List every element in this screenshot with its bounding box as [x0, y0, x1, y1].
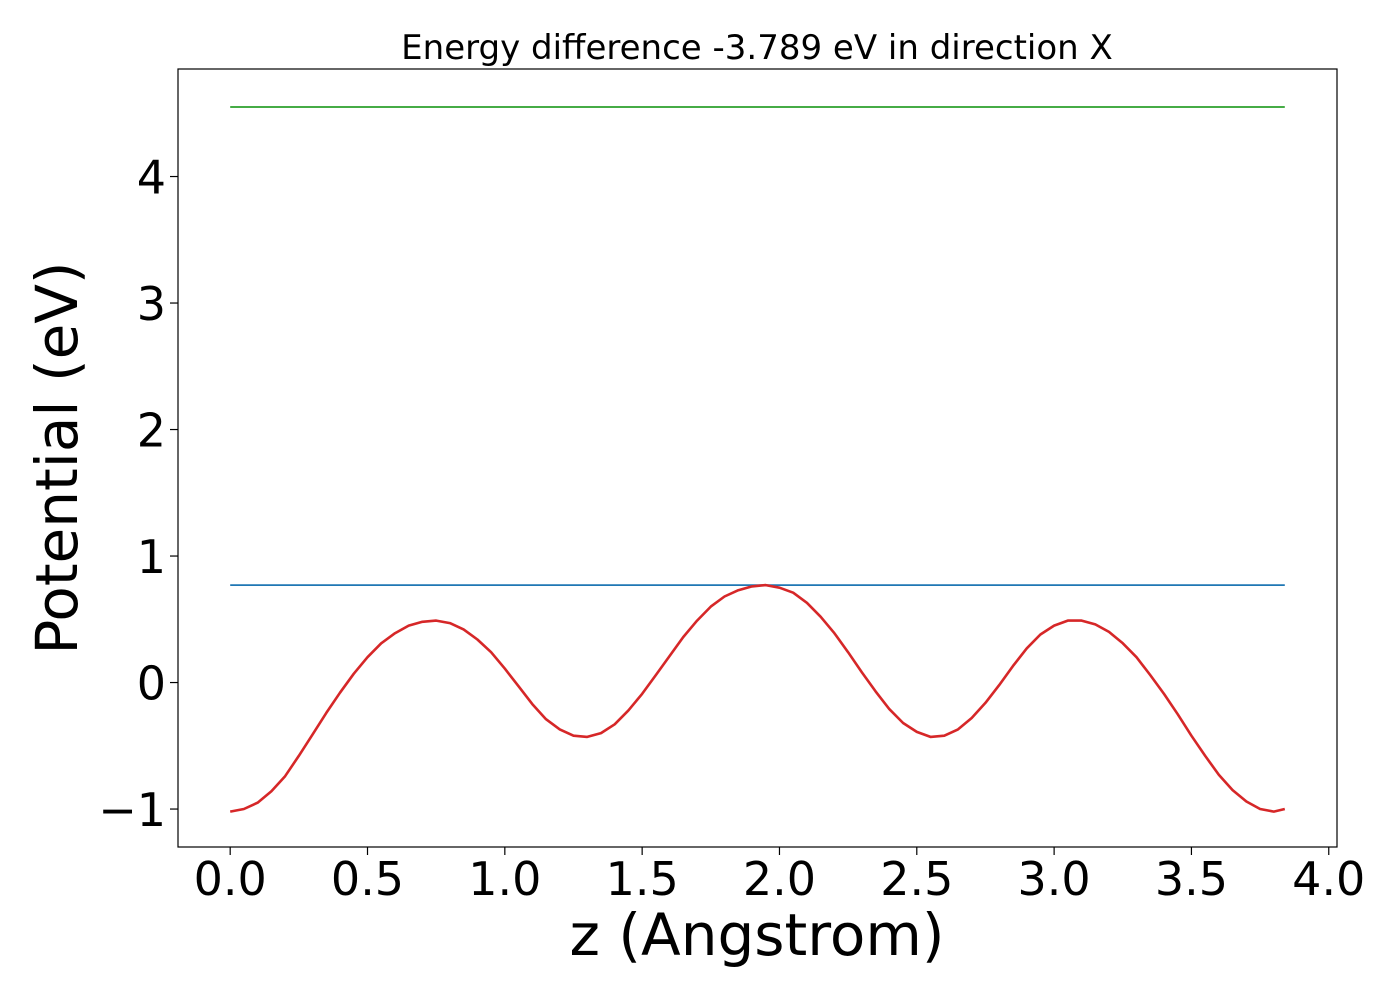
y-tick-label: 1 — [137, 530, 166, 584]
x-tick-label: 0.5 — [331, 852, 404, 906]
x-tick-label: 1.5 — [606, 852, 679, 906]
x-tick-label: 4.0 — [1292, 852, 1365, 906]
x-axis-ticks: 0.0 0.5 1.0 1.5 2.0 2.5 3.0 3.5 4.0 — [194, 847, 1365, 906]
y-tick-label: −1 — [98, 783, 166, 837]
y-axis-label: Potential (eV) — [23, 261, 91, 654]
y-tick-label: 2 — [137, 404, 166, 458]
x-tick-label: 1.0 — [468, 852, 541, 906]
chart-title: Energy difference -3.789 eV in direction… — [401, 28, 1113, 68]
y-tick-label: 0 — [137, 657, 166, 711]
x-tick-label: 3.0 — [1018, 852, 1091, 906]
series-line-2 — [229, 583, 1286, 813]
x-tick-label: 0.0 — [194, 852, 267, 906]
y-tick-label: 3 — [137, 277, 166, 331]
plot-frame — [177, 68, 1338, 848]
x-tick-label: 2.0 — [743, 852, 816, 906]
y-axis-ticks: −1 0 1 2 3 4 — [98, 151, 178, 837]
x-axis-label: z (Angstrom) — [570, 901, 945, 969]
plot-lines — [229, 106, 1286, 813]
y-tick-label: 4 — [137, 151, 166, 205]
x-tick-label: 3.5 — [1155, 852, 1228, 906]
x-tick-label: 2.5 — [880, 852, 953, 906]
